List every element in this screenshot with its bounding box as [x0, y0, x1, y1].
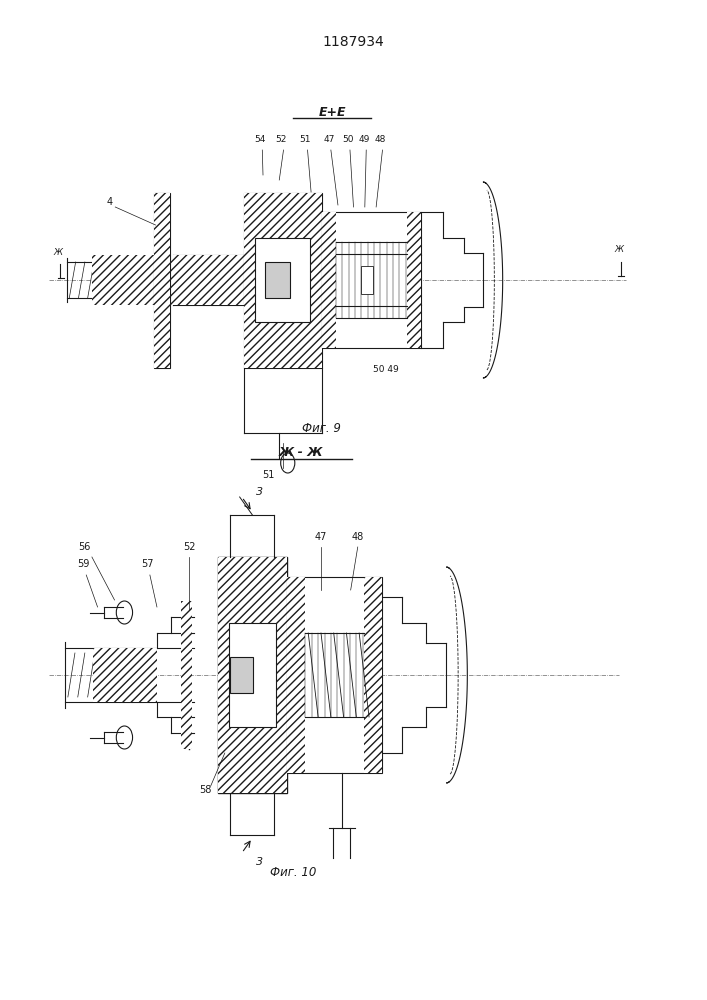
Bar: [230, 657, 253, 693]
Text: 48: 48: [375, 135, 386, 144]
Bar: [361, 266, 373, 294]
Text: 52: 52: [183, 542, 196, 552]
Bar: [92, 255, 173, 305]
Text: Ж: Ж: [614, 245, 623, 254]
Text: 54: 54: [255, 135, 266, 144]
Bar: [218, 557, 287, 793]
Text: Фиг. 9: Фиг. 9: [303, 422, 341, 434]
Bar: [244, 193, 322, 368]
Text: 57: 57: [141, 559, 153, 569]
Text: 49: 49: [358, 135, 370, 144]
Bar: [218, 557, 287, 793]
Bar: [322, 212, 421, 348]
Text: 51: 51: [262, 470, 275, 480]
Text: 4: 4: [107, 197, 113, 207]
Text: 52: 52: [276, 135, 287, 144]
Bar: [229, 623, 276, 727]
Bar: [407, 212, 421, 348]
Text: 51: 51: [300, 135, 311, 144]
Bar: [287, 577, 305, 773]
Text: 3: 3: [256, 857, 263, 867]
Bar: [244, 193, 322, 368]
Text: 48: 48: [351, 532, 364, 542]
Bar: [287, 577, 382, 773]
Bar: [181, 601, 192, 749]
Text: 3: 3: [256, 487, 263, 497]
Text: Ж - Ж: Ж - Ж: [279, 446, 322, 458]
Text: Ж: Ж: [54, 248, 62, 257]
Text: 50: 50: [342, 135, 354, 144]
Bar: [255, 238, 310, 322]
Text: 1187934: 1187934: [322, 35, 385, 49]
Bar: [154, 192, 170, 367]
Text: 56: 56: [78, 542, 91, 552]
Text: 58: 58: [199, 785, 211, 795]
Text: Фиг. 10: Фиг. 10: [270, 865, 317, 879]
Bar: [154, 192, 170, 367]
Text: 50 49: 50 49: [373, 365, 398, 374]
Text: 47: 47: [315, 532, 327, 542]
Bar: [93, 648, 157, 702]
Text: 47: 47: [323, 135, 334, 144]
Bar: [173, 255, 247, 305]
Bar: [364, 577, 382, 773]
Text: 59: 59: [77, 559, 90, 569]
Bar: [265, 262, 290, 298]
Bar: [322, 212, 336, 348]
Text: E+E: E+E: [319, 105, 346, 118]
